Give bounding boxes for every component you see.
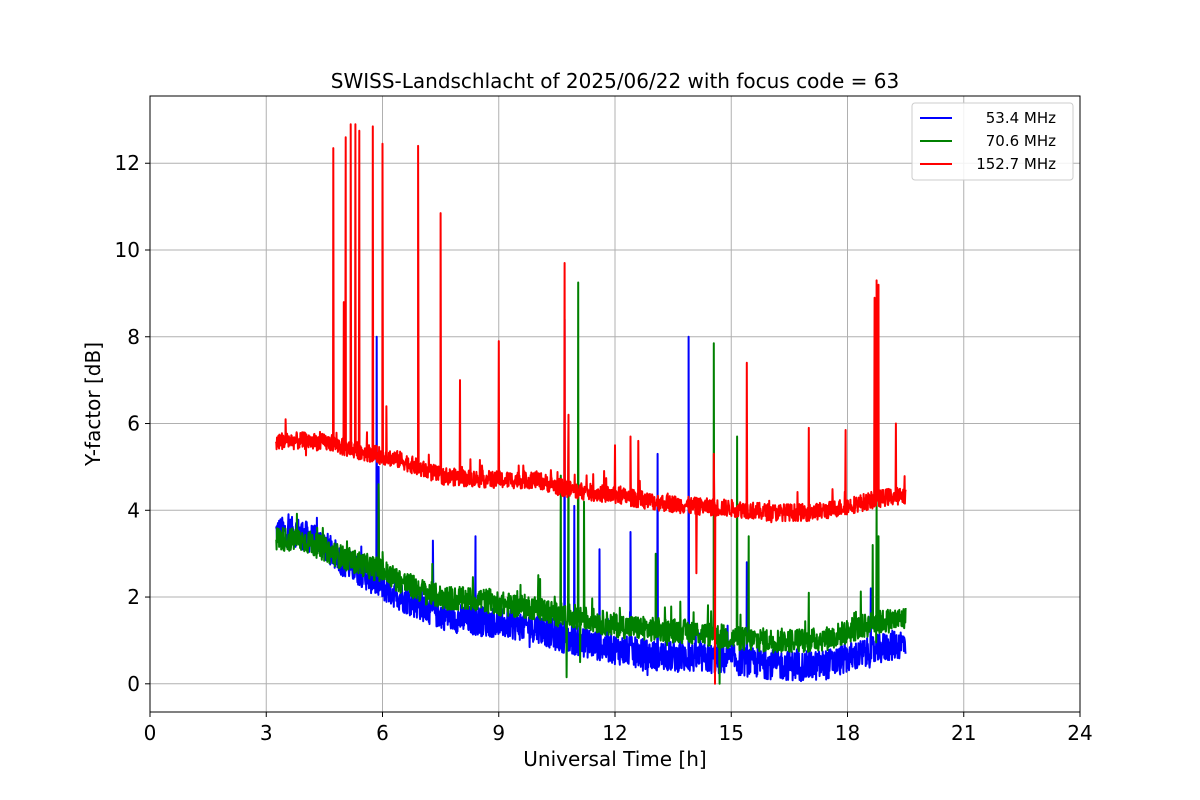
- x-tick-label: 0: [144, 721, 157, 745]
- series-line-152-7-mhz: [274, 123, 907, 685]
- y-tick-label: 8: [127, 325, 140, 349]
- y-tick-label: 10: [115, 238, 140, 262]
- y-tick-label: 2: [127, 585, 140, 609]
- chart-title: SWISS-Landschlacht of 2025/06/22 with fo…: [331, 69, 899, 93]
- x-tick-label: 21: [951, 721, 976, 745]
- legend: 53.4 MHz 70.6 MHz 152.7 MHz: [911, 102, 1074, 181]
- x-tick-label: 6: [376, 721, 389, 745]
- y-tick-label: 4: [127, 498, 140, 522]
- x-axis-label: Universal Time [h]: [523, 747, 706, 771]
- y-tick-label: 0: [127, 672, 140, 696]
- legend-label: 70.6 MHz: [986, 132, 1056, 150]
- legend-label: 53.4 MHz: [986, 109, 1056, 127]
- x-tick-label: 9: [492, 721, 505, 745]
- y-axis-ticks: 0 2 4 6 8 10 12: [115, 151, 150, 696]
- x-tick-label: 24: [1067, 721, 1092, 745]
- plot-lines: [274, 123, 907, 685]
- x-axis-ticks: 0 3 6 9 12 15 18 21 24: [144, 712, 1093, 745]
- legend-box: [911, 102, 1074, 181]
- y-tick-label: 12: [115, 151, 140, 175]
- x-tick-label: 18: [835, 721, 860, 745]
- series-line-70-6-mhz: [275, 281, 907, 685]
- x-tick-label: 3: [260, 721, 273, 745]
- x-tick-label: 15: [719, 721, 744, 745]
- y-tick-label: 6: [127, 412, 140, 436]
- legend-label: 152.7 MHz: [976, 155, 1056, 173]
- x-tick-label: 12: [602, 721, 627, 745]
- y-axis-label: Y-factor [dB]: [81, 342, 105, 467]
